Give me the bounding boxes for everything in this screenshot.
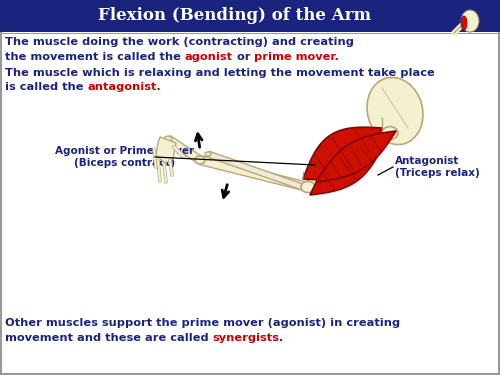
Text: prime mover.: prime mover. [254,52,339,62]
FancyBboxPatch shape [0,0,500,32]
Ellipse shape [195,156,205,164]
Text: the movement is called the: the movement is called the [5,52,185,62]
Ellipse shape [367,77,423,145]
Text: The muscle doing the work (contracting) and creating: The muscle doing the work (contracting) … [5,37,354,47]
Polygon shape [207,151,315,194]
Ellipse shape [461,10,479,32]
Text: Antagonist
(Triceps relax): Antagonist (Triceps relax) [395,156,480,178]
Polygon shape [199,156,309,191]
Text: synergists.: synergists. [212,333,284,343]
Ellipse shape [301,182,315,193]
Ellipse shape [304,184,312,190]
Text: antagonist.: antagonist. [88,82,161,92]
Ellipse shape [205,152,211,156]
Text: Flexion (Bending) of the Arm: Flexion (Bending) of the Arm [98,8,372,24]
Polygon shape [166,136,202,164]
Text: is called the: is called the [5,82,87,92]
Ellipse shape [196,157,204,163]
Ellipse shape [302,183,314,191]
Polygon shape [303,127,382,180]
Ellipse shape [164,136,172,142]
Polygon shape [316,131,396,182]
Polygon shape [156,137,176,163]
Ellipse shape [461,16,467,30]
Polygon shape [305,128,393,192]
Polygon shape [310,141,385,195]
Ellipse shape [196,157,204,163]
Ellipse shape [311,189,317,193]
Text: movement and these are called: movement and these are called [5,333,212,343]
Ellipse shape [382,127,398,140]
Text: Agonist or Prime Mover
(Biceps contract): Agonist or Prime Mover (Biceps contract) [55,146,194,168]
Ellipse shape [384,129,396,137]
Text: or: or [233,52,254,62]
Text: The muscle which is relaxing and letting the movement take place: The muscle which is relaxing and letting… [5,68,435,78]
Text: Other muscles support the prime mover (agonist) in creating: Other muscles support the prime mover (a… [5,318,400,328]
Text: agonist: agonist [185,52,233,62]
